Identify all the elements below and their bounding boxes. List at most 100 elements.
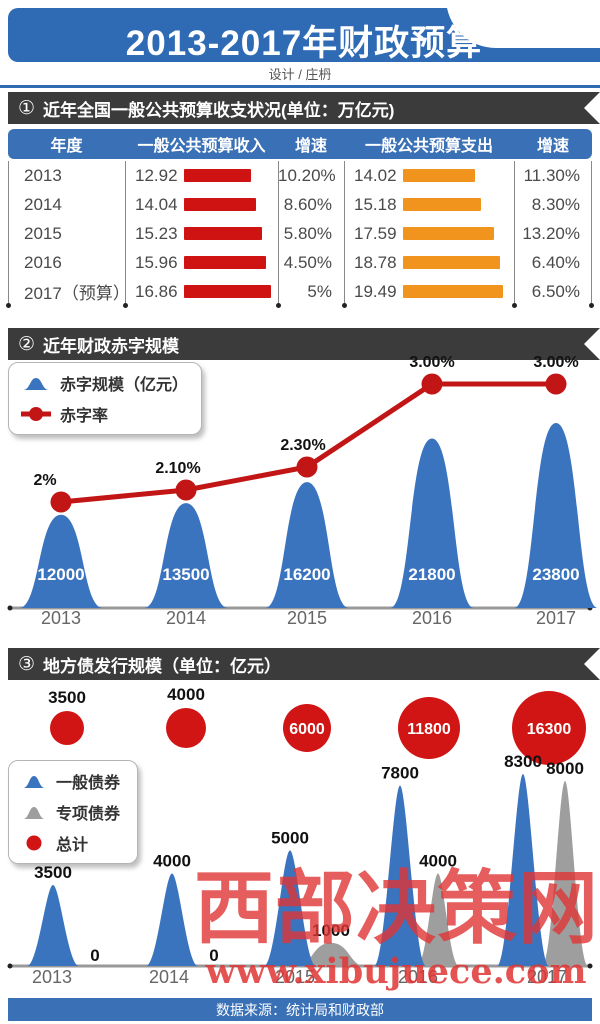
section3-badge: ③: [18, 653, 36, 675]
data-source-bar: 数据来源：统计局和财政部: [8, 998, 592, 1021]
total-bubble: [398, 697, 460, 759]
special-bond-zero-label: 0: [90, 946, 99, 965]
general-bond-bell: [497, 774, 549, 966]
income-cell: 15.23: [125, 224, 278, 244]
deficit-value-label: 21800: [408, 565, 455, 584]
col-expense-growth: 增速: [536, 138, 569, 155]
expense-value: 15.18: [354, 194, 397, 214]
deficit-bell: [19, 514, 103, 608]
deficit-chart: 12000 13500 16200 21800 23800 2% 2.10% 2.30% 3.0…: [7, 354, 598, 628]
watermark-char: 策: [437, 861, 517, 955]
expense-bar: [402, 256, 500, 269]
special-bond-zero-label: 0: [209, 946, 218, 965]
expense-growth-cell: 13.20%: [522, 223, 580, 243]
income-bar: [183, 227, 262, 240]
year-cell: 2017（预算）: [24, 284, 130, 303]
col-income-growth: 增速: [294, 138, 327, 155]
income-bar: [183, 169, 251, 182]
page-title: 2013-2017年财政预算: [125, 24, 483, 62]
income-bar: [183, 256, 266, 269]
year-label: 2013: [32, 967, 72, 987]
general-bond-bell: [374, 785, 426, 966]
legend-item-general-bond: 一般债券: [21, 769, 125, 793]
expense-growth-cell: 11.30%: [523, 165, 580, 185]
legend-item-special-bond: 专项债券: [21, 800, 125, 824]
year-cell: 2015: [24, 223, 62, 243]
special-bond-label: 4000: [419, 851, 457, 870]
general-bond-bell: [264, 850, 316, 966]
designer-credit: 设计 / 庄枬: [268, 67, 332, 82]
special-bond-bell: [297, 942, 365, 966]
section1-badge: ①: [18, 97, 36, 119]
expense-growth-cell: 8.30%: [531, 194, 580, 214]
special-bond-label: 8000: [546, 759, 584, 778]
expense-cell: 17.59: [344, 224, 514, 244]
table-row: 2016 15.96 4.50% 18.78 6.40%: [8, 248, 592, 277]
expense-cell: 18.78: [344, 253, 514, 273]
table-divider: [123, 161, 128, 308]
year-label: 2015: [275, 967, 315, 987]
axis-end-dot: [587, 963, 593, 969]
income-cell: 15.96: [125, 253, 278, 273]
general-bond-label: 3500: [34, 863, 72, 882]
income-growth-cell: 10.20%: [278, 165, 336, 185]
table-divider: [6, 161, 11, 308]
legend-label: 赤字率: [60, 408, 109, 425]
watermark-char: 网: [518, 861, 598, 955]
income-bar: [183, 198, 256, 211]
general-bond-bell: [27, 885, 79, 966]
total-label: 11800: [407, 721, 451, 738]
deficit-rate-point: [545, 373, 567, 395]
income-value: 15.96: [135, 252, 178, 272]
total-label: 4000: [167, 685, 205, 704]
bond-chart: 3500 4000 6000 11800 16300 0 0 1000 4000 8000 3500…: [7, 685, 593, 987]
income-value: 12.92: [135, 165, 178, 185]
total-label: 16300: [527, 721, 572, 738]
year-cell: 2016: [24, 252, 62, 272]
year-label: 2014: [166, 608, 206, 628]
income-bar: [183, 285, 271, 298]
expense-growth-cell: 6.40%: [531, 252, 580, 272]
year-label: 2017: [536, 608, 576, 628]
col-expense: 一般公共预算支出: [364, 138, 493, 155]
watermark-char: 决: [356, 861, 436, 955]
legend-label: 专项债券: [56, 806, 121, 823]
banner-swoosh-decoration: [446, 8, 600, 48]
section1-ribbon: ① 近年全国一般公共预算收支状况(单位：万亿元): [8, 92, 600, 124]
income-growth-cell: 5%: [307, 281, 332, 301]
table-divider: [276, 161, 281, 308]
expense-value: 14.02: [354, 165, 397, 185]
total-bubble: [166, 708, 206, 748]
special-bond-label: 1000: [312, 921, 350, 940]
deficit-rate-point: [421, 373, 443, 395]
total-bubble: [283, 704, 331, 752]
income-cell: 16.86: [125, 282, 278, 302]
legend-item-total: 总计: [21, 831, 125, 855]
expense-growth-cell: 6.50%: [531, 281, 580, 301]
deficit-rate-point: [296, 456, 318, 478]
legend-label: 赤字规模（亿元）: [60, 377, 189, 394]
legend-item-deficit-rate: 赤字率: [21, 402, 189, 426]
income-growth-cell: 4.50%: [283, 252, 332, 272]
deficit-rate-label: 2.10%: [155, 460, 200, 477]
budget-table-header: 年度 一般公共预算收入 增速 一般公共预算支出 增速: [8, 129, 592, 159]
budget-table-body: 2013 12.92 10.20% 14.02 11.30% 2014 14.04 8.60%…: [6, 159, 594, 308]
table-divider: [589, 161, 594, 308]
watermark-url: www.xibujuece.com: [205, 951, 587, 992]
general-bond-bell: [146, 873, 198, 966]
expense-cell: 15.18: [344, 195, 514, 215]
watermark-char: 部: [275, 861, 355, 955]
col-year: 年度: [50, 138, 83, 155]
section2-badge: ②: [18, 333, 36, 355]
expense-bar: [402, 227, 494, 240]
deficit-bell: [514, 423, 598, 608]
axis-end-dot: [7, 605, 13, 611]
table-row: 2017（预算） 16.86 5% 19.49 6.50%: [8, 277, 592, 306]
red-line-dot-icon: [21, 407, 51, 421]
expense-value: 19.49: [354, 281, 397, 301]
legend-item-deficit-scale: 赤字规模（亿元）: [21, 371, 189, 395]
budget-table: 年度 一般公共预算收入 增速 一般公共预算支出 增速 2013 12.92 10.2…: [6, 129, 594, 308]
expense-value: 17.59: [354, 223, 397, 243]
col-income: 一般公共预算收入: [137, 138, 266, 155]
